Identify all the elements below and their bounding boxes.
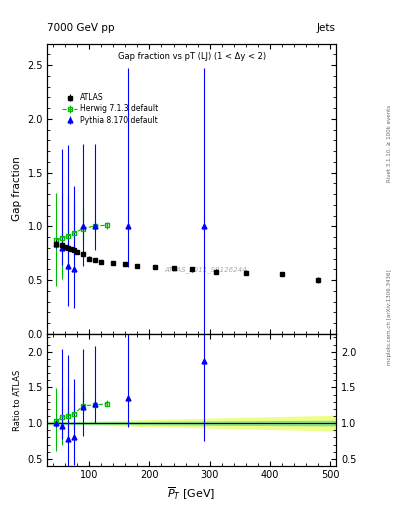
Text: ATLAS_2011_S9126244: ATLAS_2011_S9126244: [165, 267, 247, 273]
Text: Rivet 3.1.10, ≥ 100k events: Rivet 3.1.10, ≥ 100k events: [387, 105, 391, 182]
Y-axis label: Gap fraction: Gap fraction: [12, 156, 22, 221]
Legend: ATLAS, Herwig 7.1.3 default, Pythia 8.170 default: ATLAS, Herwig 7.1.3 default, Pythia 8.17…: [60, 91, 161, 127]
Text: Jets: Jets: [317, 23, 336, 33]
Text: mcplots.cern.ch [arXiv:1306.3436]: mcplots.cern.ch [arXiv:1306.3436]: [387, 270, 391, 365]
Text: Gap fraction vs pT (LJ) (1 < Δy < 2): Gap fraction vs pT (LJ) (1 < Δy < 2): [118, 52, 266, 61]
X-axis label: $\overline{P}_T$ [GeV]: $\overline{P}_T$ [GeV]: [167, 486, 216, 502]
Text: 7000 GeV pp: 7000 GeV pp: [47, 23, 115, 33]
Y-axis label: Ratio to ATLAS: Ratio to ATLAS: [13, 369, 22, 431]
